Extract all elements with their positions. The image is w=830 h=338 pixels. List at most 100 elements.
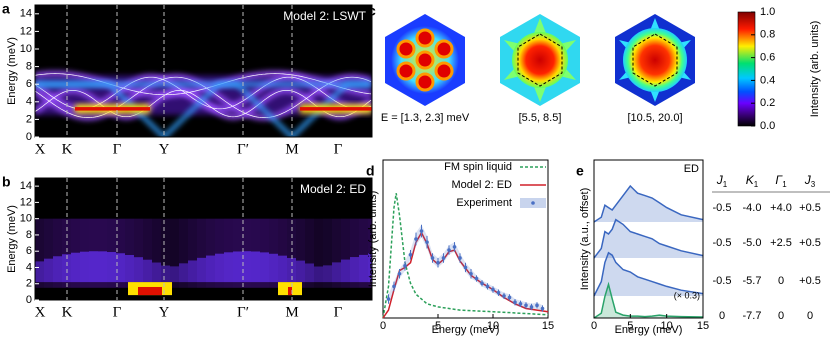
ed-block xyxy=(62,254,71,283)
table-cell: +0.5 xyxy=(799,202,821,214)
table-cell: +0.5 xyxy=(799,275,821,287)
panel-letter: b xyxy=(2,174,11,190)
table-cell: 0 xyxy=(807,310,813,322)
x-tick-label: Y xyxy=(159,304,170,320)
data-point xyxy=(529,305,534,309)
ed-block xyxy=(80,251,89,283)
ed-block xyxy=(116,253,125,283)
spectral-band xyxy=(35,73,372,96)
x-axis-label: Energy (meV) xyxy=(615,324,683,336)
ed-block xyxy=(53,256,62,283)
table-cell: -0.5 xyxy=(713,202,732,214)
data-point xyxy=(397,271,402,276)
data-point xyxy=(452,245,457,249)
colorbar xyxy=(737,11,756,127)
x-tick-label: Γ xyxy=(334,304,343,320)
colorbar-label: Intensity (arb. units) xyxy=(809,21,821,118)
ed-block xyxy=(206,255,215,283)
frame xyxy=(34,4,373,138)
ed-block xyxy=(188,218,197,288)
colorbar-tick-label: 0.0 xyxy=(760,120,775,132)
colorbar-tick-label: 0.4 xyxy=(760,74,775,86)
ed-block xyxy=(116,218,125,288)
heatmap xyxy=(35,178,372,300)
table-cell: -7.7 xyxy=(743,310,762,322)
series-line xyxy=(593,184,704,223)
table-cell: -5.0 xyxy=(743,237,762,249)
ed-block xyxy=(341,259,350,283)
data-point xyxy=(540,306,545,311)
ed-block xyxy=(170,218,179,288)
ed-block xyxy=(125,218,134,288)
header-symbol: K xyxy=(746,173,755,187)
header-subscript: 1 xyxy=(723,180,728,189)
x-tick-label: 15 xyxy=(697,320,709,332)
ed-block xyxy=(161,218,170,288)
legend-label: Model 2: ED xyxy=(451,179,512,191)
frame xyxy=(593,159,704,319)
data-point xyxy=(403,264,407,268)
ed-block xyxy=(53,218,62,288)
data-point xyxy=(430,256,435,260)
ed-block xyxy=(197,218,206,288)
data-point xyxy=(392,284,396,289)
data-point xyxy=(425,240,429,244)
table-cell: -5.7 xyxy=(743,275,762,287)
x-tick-label: K xyxy=(62,304,73,320)
ed-block xyxy=(89,251,98,283)
header-symbol: Γ xyxy=(775,173,783,187)
panel-letter: e xyxy=(576,163,584,179)
y-axis-label: Energy (meV) xyxy=(6,37,18,105)
ed-block xyxy=(278,218,287,288)
ed-block xyxy=(269,218,278,288)
ed-block xyxy=(359,218,368,288)
panel-title: Model 2: LSWT xyxy=(283,9,366,23)
legend-label: FM spin liquid xyxy=(444,161,512,173)
ed-block xyxy=(287,218,296,288)
ed-block xyxy=(152,218,161,288)
ed-block xyxy=(98,251,107,283)
y-tick-label: 8 xyxy=(26,61,32,73)
data-point xyxy=(469,271,473,276)
table-cell: 0 xyxy=(778,275,784,287)
ed-block xyxy=(179,263,188,283)
ed-block xyxy=(314,218,323,288)
data-point xyxy=(480,281,484,286)
ed-block xyxy=(251,251,260,283)
panel-title: Model 2: ED xyxy=(300,182,366,196)
ed-block xyxy=(278,255,287,283)
legend-swatch xyxy=(531,201,535,205)
x-tick-label: Γ′ xyxy=(237,141,249,157)
data-point xyxy=(535,303,539,308)
caption: [10.5, 20.0] xyxy=(627,112,682,124)
ed-block xyxy=(206,218,215,288)
ed-block xyxy=(170,266,179,283)
ed-block xyxy=(350,257,359,283)
y-axis-label: Intensity (a.u., offset) xyxy=(579,188,591,291)
series-line xyxy=(593,251,704,297)
x-tick-label: 15 xyxy=(542,320,554,332)
ed-block xyxy=(62,218,71,288)
colorbar-tick-label: 1.0 xyxy=(760,6,775,18)
ed-block xyxy=(260,252,269,283)
table-header: J3 xyxy=(804,173,816,189)
table-cell: -0.5 xyxy=(713,237,732,249)
ed-block xyxy=(332,262,341,283)
table-cell: -4.0 xyxy=(743,202,762,214)
y-axis-label: Energy (meV) xyxy=(6,205,18,273)
ed-block xyxy=(161,265,170,283)
ed-block xyxy=(134,218,143,288)
header-subscript: 3 xyxy=(811,180,816,189)
y-tick-label: 12 xyxy=(20,196,32,208)
caption: [5.5, 8.5] xyxy=(519,112,562,124)
ed-block xyxy=(368,253,372,283)
ed-block xyxy=(341,218,350,288)
y-tick-label: 14 xyxy=(20,8,32,20)
x-tick-label: Γ′ xyxy=(237,304,249,320)
data-point xyxy=(447,248,451,252)
data-point xyxy=(408,253,413,257)
data-point xyxy=(441,256,446,260)
ed-block xyxy=(323,265,332,283)
